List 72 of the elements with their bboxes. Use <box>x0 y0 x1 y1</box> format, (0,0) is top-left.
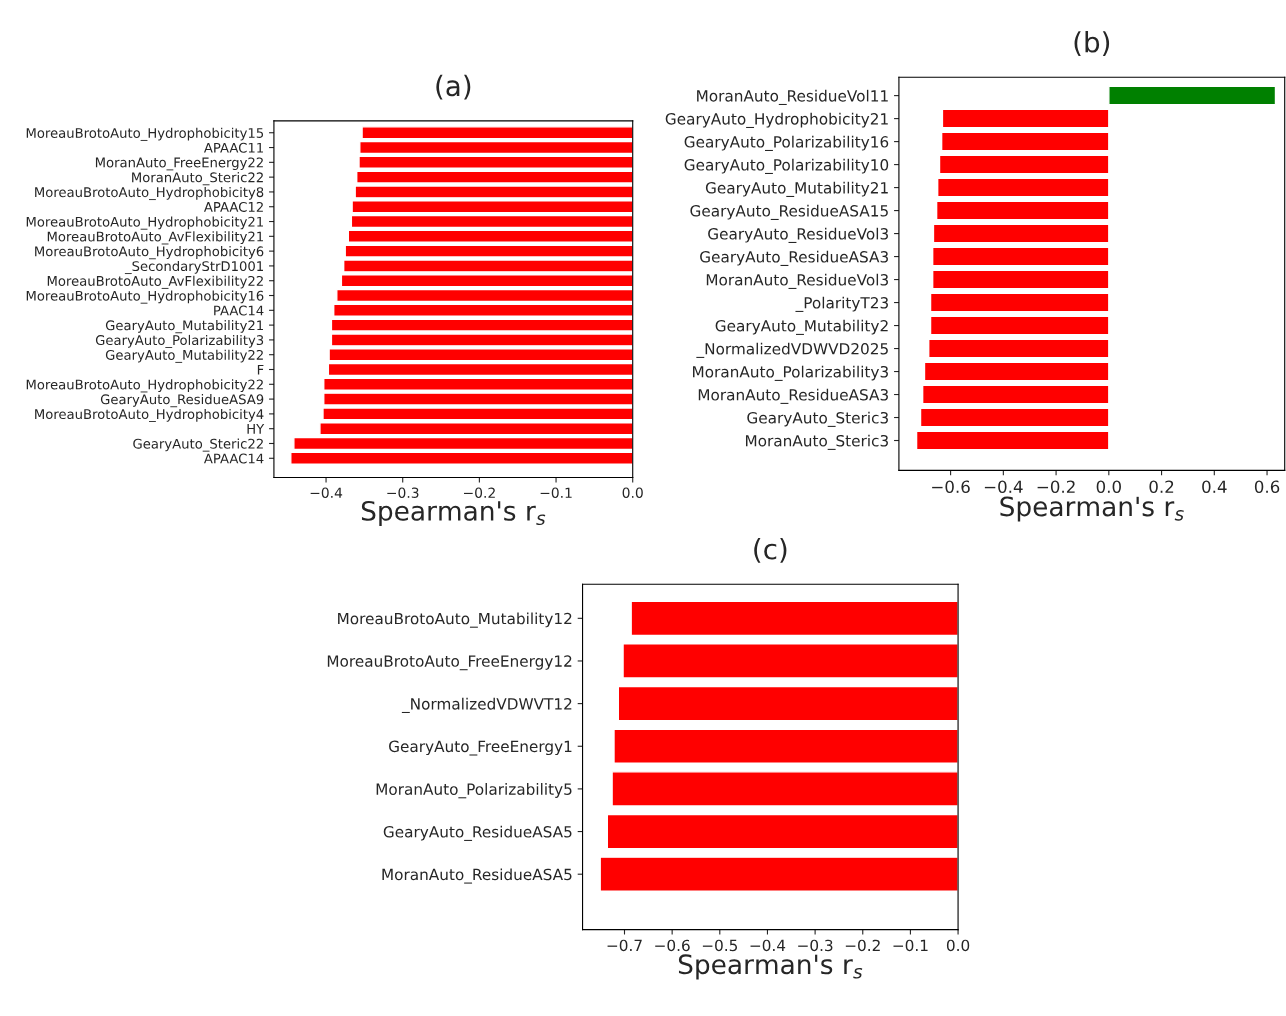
y-tick-label: MoreauBrotoAuto_AvFlexibility21 <box>47 231 263 245</box>
y-tick-label: _PolarityT23 <box>795 296 888 312</box>
y-tick-label: GearyAuto_Polarizability3 <box>95 334 264 349</box>
y-tick-label: _NormalizedVDWVT12 <box>401 697 572 714</box>
y-tick-label: GearyAuto_Steric22 <box>133 438 263 452</box>
y-tick-label: GearyAuto_ResidueASA3 <box>700 250 888 266</box>
chart-title: (b) <box>1074 31 1110 56</box>
y-tick-label: GearyAuto_Mutability21 <box>705 181 888 197</box>
y-tick-label: _NormalizedVDWVD2025 <box>696 342 888 358</box>
x-tick-label: −0.4 <box>750 939 786 952</box>
y-tick-label: MoreauBrotoAuto_AvFlexibility22 <box>47 275 263 289</box>
x-axis-title: Spearman's r$_{s}$ <box>361 500 546 526</box>
y-tick-label: PAAC14 <box>214 305 264 316</box>
y-tick-label: MoreauBrotoAuto_Mutability12 <box>338 612 572 628</box>
y-tick-label: MoreauBrotoAuto_Hydrophobicity15 <box>26 127 264 141</box>
x-tick-label: −0.3 <box>798 939 833 952</box>
y-tick-label: MoranAuto_Steric3 <box>745 434 888 450</box>
y-tick-label: GearyAuto_ResidueASA15 <box>690 204 888 220</box>
x-tick-label: −0.2 <box>845 939 880 952</box>
x-tick-label: 0.2 <box>1149 480 1174 494</box>
y-tick-label: _SecondaryStrD1001 <box>124 260 263 275</box>
y-tick-label: HY <box>247 424 265 434</box>
x-tick-label: −0.6 <box>932 480 970 494</box>
y-tick-label: APAAC11 <box>203 142 263 153</box>
x-axis-title: Spearman's r$_{s}$ <box>1000 496 1184 522</box>
y-tick-label: MoranAuto_ResidueVol11 <box>697 89 888 106</box>
y-tick-label: GearyAuto_Polarizability10 <box>684 158 889 174</box>
y-tick-label: GearyAuto_Mutability22 <box>105 349 263 363</box>
y-tick-label: MoranAuto_ResidueVol3 <box>706 273 888 289</box>
y-tick-label: GearyAuto_Steric3 <box>747 411 888 427</box>
x-tick-label: −0.1 <box>893 939 928 952</box>
y-tick-label: GearyAuto_ResidueVol3 <box>708 227 888 243</box>
x-tick-label: −0.4 <box>984 480 1023 494</box>
y-tick-label: GearyAuto_FreeEnergy1 <box>389 740 572 756</box>
y-tick-label: F <box>257 364 264 375</box>
chart-title: (a) <box>436 74 471 100</box>
chart-title: (c) <box>754 538 787 563</box>
x-tick-label: 0.0 <box>622 487 643 498</box>
y-tick-label: MoranAuto_Polarizability5 <box>376 783 572 799</box>
x-tick-label: −0.5 <box>702 939 738 952</box>
x-tick-label: 0.4 <box>1202 480 1227 494</box>
y-tick-label: MoreauBrotoAuto_Hydrophobicity16 <box>26 290 264 304</box>
x-tick-label: −0.3 <box>387 487 419 498</box>
x-axis-title: Spearman's r$_{s}$ <box>678 954 863 980</box>
y-tick-label: GearyAuto_ResidueASA5 <box>383 825 572 841</box>
y-tick-label: MoreauBrotoAuto_Hydrophobicity4 <box>35 408 264 423</box>
y-tick-label: MoreauBrotoAuto_Hydrophobicity6 <box>35 246 264 260</box>
y-tick-label: GearyAuto_ResidueASA9 <box>100 394 264 408</box>
x-tick-label: 0.0 <box>1096 480 1121 494</box>
y-tick-label: APAAC12 <box>203 201 263 212</box>
y-tick-label: MoreauBrotoAuto_Hydrophobicity21 <box>26 216 263 230</box>
x-tick-label: −0.4 <box>310 487 343 498</box>
y-tick-label: GearyAuto_Mutability2 <box>715 319 888 335</box>
y-tick-label: MoranAuto_Steric22 <box>132 172 263 186</box>
x-tick-label: −0.2 <box>1037 480 1075 494</box>
x-tick-label: −0.1 <box>540 487 572 498</box>
y-tick-label: APAAC14 <box>203 453 264 464</box>
x-tick-label: 0.6 <box>1254 480 1280 494</box>
y-tick-label: MoranAuto_Polarizability3 <box>693 365 888 381</box>
x-tick-label: −0.2 <box>463 487 495 498</box>
x-tick-label: −0.6 <box>655 939 690 952</box>
y-tick-label: MoreauBrotoAuto_FreeEnergy12 <box>327 655 572 671</box>
y-tick-label: GearyAuto_Hydrophobicity21 <box>665 112 888 129</box>
y-tick-label: GearyAuto_Mutability21 <box>105 320 263 334</box>
y-tick-label: MoreauBrotoAuto_Hydrophobicity22 <box>26 379 263 393</box>
y-tick-label: MoranAuto_ResidueASA3 <box>698 388 888 404</box>
y-tick-label: MoranAuto_FreeEnergy22 <box>95 157 263 171</box>
y-tick-label: GearyAuto_Polarizability16 <box>684 135 889 151</box>
x-tick-label: 0.0 <box>946 939 970 952</box>
y-tick-label: MoranAuto_ResidueASA5 <box>382 868 572 884</box>
x-tick-label: −0.7 <box>607 939 642 952</box>
y-tick-label: MoreauBrotoAuto_Hydrophobicity8 <box>35 186 264 201</box>
